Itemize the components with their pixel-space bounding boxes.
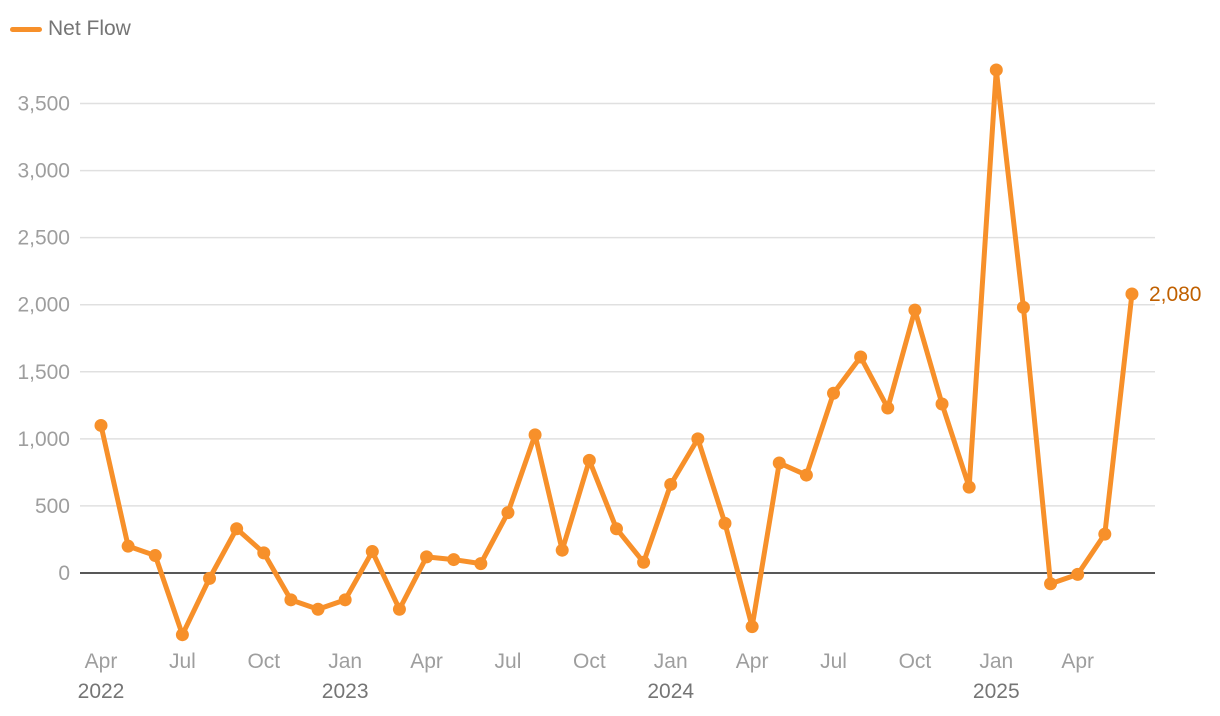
data-point [257,546,271,560]
gridlines [80,102,1155,574]
x-tick-label: Oct [573,650,606,673]
x-tick-label: Jul [495,650,522,673]
x-tick-label: Jan [654,650,688,673]
data-point [420,550,434,564]
data-point [935,397,949,411]
data-point [664,477,678,491]
data-point [392,602,406,616]
y-tick-label: 0 [58,562,70,585]
data-point [121,539,135,553]
data-point [1071,567,1085,581]
data-point [989,63,1003,77]
data-point [637,555,651,569]
data-point [799,468,813,482]
x-year-label: 2023 [322,680,369,703]
legend-swatch [10,26,42,32]
data-point [284,593,298,607]
y-tick-label: 3,000 [17,160,70,183]
data-point [230,522,244,536]
x-tick-label: Jul [169,650,196,673]
data-point [311,602,325,616]
x-tick-label: Apr [410,650,443,673]
data-point [609,522,623,536]
data-point [365,545,379,559]
data-point [203,571,217,585]
x-tick-label: Apr [736,650,769,673]
x-tick-label: Apr [85,650,118,673]
x-tick-label: Oct [247,650,280,673]
x-tick-label: Jul [820,650,847,673]
data-point [474,557,488,571]
data-point [1044,577,1058,591]
y-tick-label: 2,000 [17,294,70,317]
y-axis: 0 500 1,000 1,500 2,000 2,500 3,000 3,500 [17,93,70,586]
x-tick-label: Apr [1061,650,1094,673]
data-point [1016,300,1030,314]
data-point [148,549,162,563]
data-point [772,456,786,470]
x-year-label: 2025 [973,680,1020,703]
x-year-label: 2024 [647,680,694,703]
legend: Net Flow [10,17,131,41]
data-point [745,620,759,634]
data-point [691,432,705,446]
y-tick-label: 500 [35,495,70,518]
data-point [555,543,569,557]
y-tick-label: 1,500 [17,361,70,384]
x-axis: Apr 2022 Jul Oct Jan 2023 Apr Jul Oct Jan 2024 Apr J… [78,650,1094,703]
x-tick-label: Jan [328,650,362,673]
x-year-label: 2022 [78,680,125,703]
data-point [501,506,515,520]
end-value-label: 2,080 [1149,283,1202,306]
data-point [908,303,922,317]
data-point [854,350,868,364]
data-point [94,418,108,432]
data-point [881,401,895,415]
x-tick-label: Jan [979,650,1013,673]
data-point [718,516,732,530]
data-point [827,386,841,400]
y-tick-label: 2,500 [17,227,70,250]
series-net-flow: 2,080 [94,63,1202,642]
data-point [175,628,189,642]
y-tick-label: 1,000 [17,428,70,451]
data-point [528,428,542,442]
x-tick-label: Oct [899,650,932,673]
y-tick-label: 3,500 [17,93,70,116]
data-point [962,480,976,494]
data-point [1098,527,1112,541]
data-point [582,453,596,467]
legend-label: Net Flow [48,17,131,40]
series-line [98,67,1135,638]
data-point [1125,287,1139,301]
data-point [338,593,352,607]
data-point [447,553,461,567]
